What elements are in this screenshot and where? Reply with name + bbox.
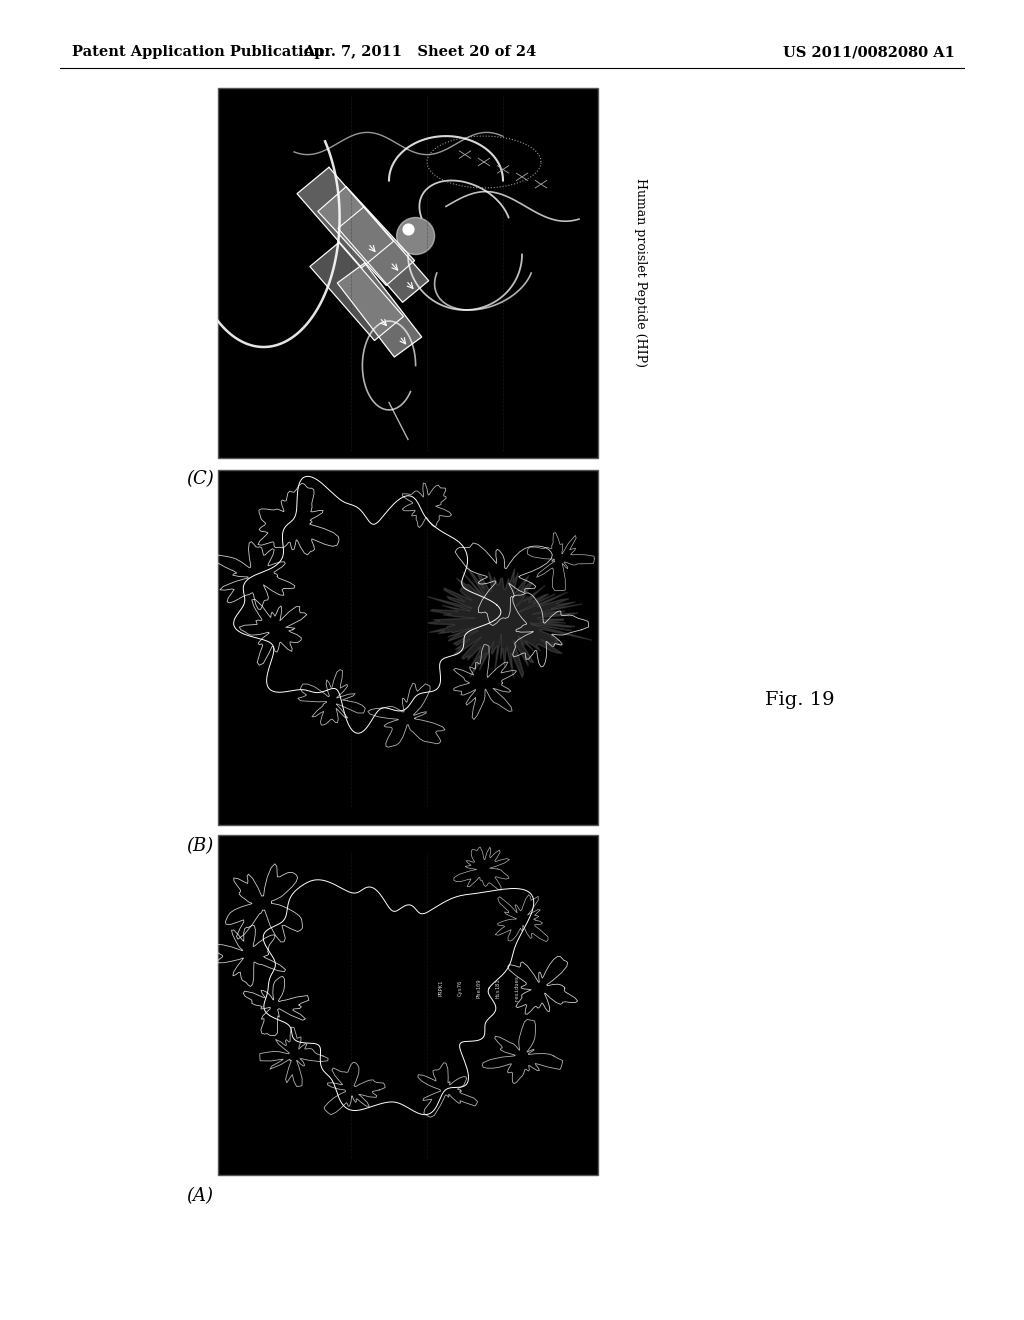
Polygon shape (337, 263, 422, 356)
Text: residues: residues (514, 975, 519, 1001)
Text: Human proislet Peptide (HIP): Human proislet Peptide (HIP) (634, 178, 646, 367)
Text: US 2011/0082080 A1: US 2011/0082080 A1 (783, 45, 955, 59)
Text: PRPK1: PRPK1 (438, 979, 443, 997)
Text: Phe109: Phe109 (476, 978, 481, 998)
Polygon shape (310, 243, 403, 341)
Text: His181: His181 (496, 978, 501, 998)
Text: (C): (C) (186, 470, 214, 488)
Text: (A): (A) (186, 1187, 213, 1205)
Text: Cys76: Cys76 (458, 979, 463, 997)
Polygon shape (427, 565, 592, 677)
Text: Fig. 19: Fig. 19 (765, 690, 835, 709)
Polygon shape (338, 207, 429, 302)
Bar (218, 836, 598, 1175)
Polygon shape (297, 168, 393, 268)
Text: (B): (B) (186, 837, 214, 855)
Bar (218, 470, 598, 825)
Circle shape (396, 218, 434, 255)
Polygon shape (317, 186, 415, 285)
Text: Apr. 7, 2011   Sheet 20 of 24: Apr. 7, 2011 Sheet 20 of 24 (303, 45, 537, 59)
Bar (218, 88, 598, 458)
Text: Patent Application Publication: Patent Application Publication (72, 45, 324, 59)
Point (399, 218, 416, 239)
